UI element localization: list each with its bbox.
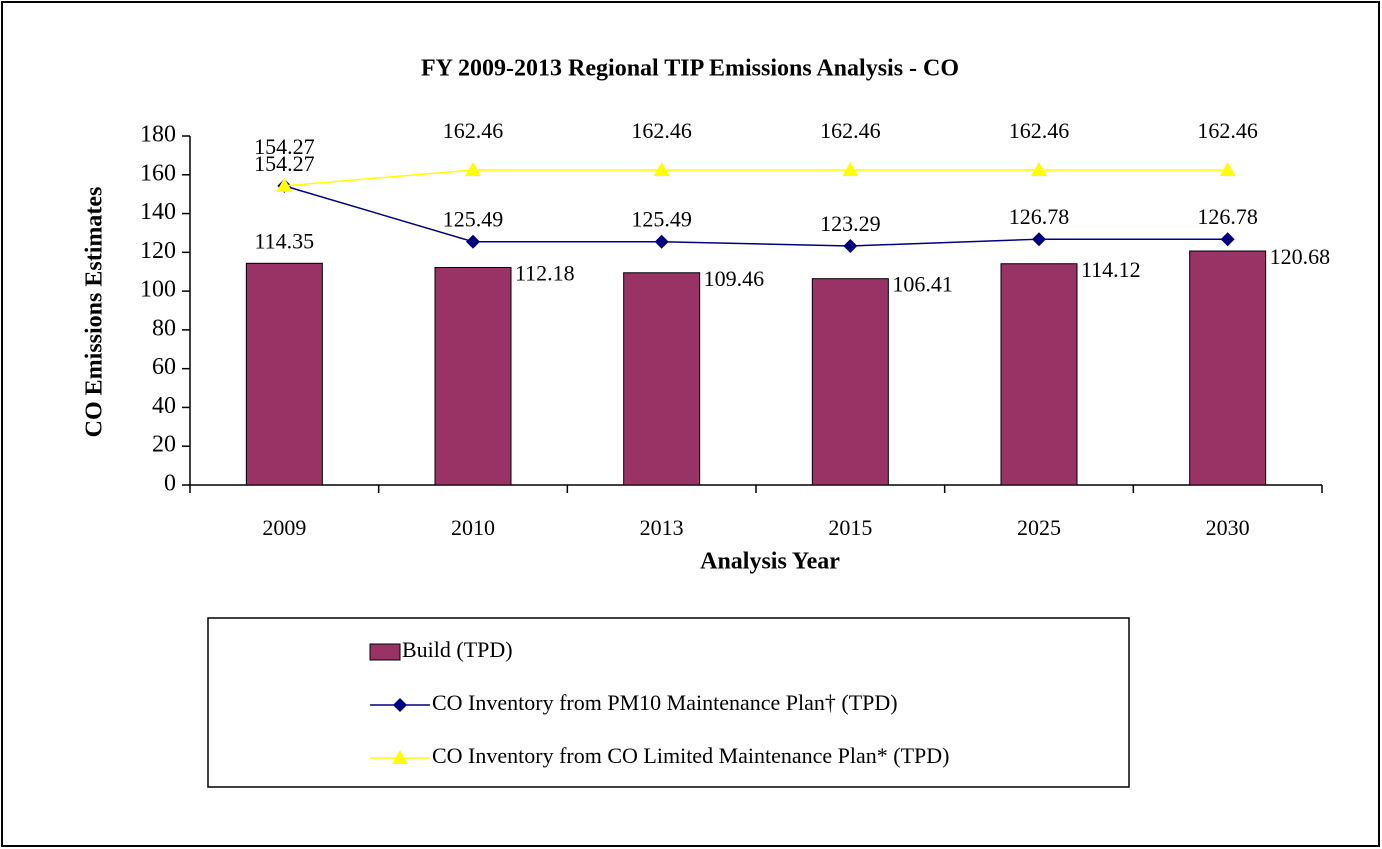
x-tick-label: 2030 xyxy=(1206,515,1250,540)
data-label: 162.46 xyxy=(1009,118,1070,143)
x-tick-label: 2015 xyxy=(828,515,872,540)
point xyxy=(653,162,670,177)
point xyxy=(1219,162,1236,177)
y-tick-label: 60 xyxy=(152,354,176,380)
data-label: 109.46 xyxy=(704,266,765,291)
data-label: 126.78 xyxy=(1009,204,1070,229)
data-label: 162.46 xyxy=(631,118,692,143)
legend-marker xyxy=(392,750,408,764)
legend-box xyxy=(207,617,1130,788)
y-tick-label: 140 xyxy=(140,199,176,225)
data-label: 126.78 xyxy=(1197,204,1258,229)
point xyxy=(276,177,293,192)
y-tick-label: 40 xyxy=(152,393,176,419)
bar xyxy=(434,266,512,486)
point xyxy=(654,234,669,249)
y-tick-label: 20 xyxy=(152,432,176,458)
data-label: 154.27 xyxy=(254,151,315,176)
bar xyxy=(1189,250,1267,486)
legend-marker xyxy=(393,698,407,712)
bar xyxy=(623,272,701,486)
data-label: 112.18 xyxy=(515,261,575,286)
data-label: 120.68 xyxy=(1270,244,1331,269)
legend-swatch xyxy=(369,643,401,661)
line xyxy=(284,169,1228,187)
x-tick-label: 2010 xyxy=(451,515,495,540)
data-label: 114.35 xyxy=(254,228,314,253)
y-tick-label: 160 xyxy=(140,160,176,186)
bar xyxy=(245,262,323,486)
line xyxy=(284,185,1228,247)
data-label: 106.41 xyxy=(892,272,953,297)
legend-label: Build (TPD) xyxy=(402,637,513,662)
legend-label: CO Inventory from PM10 Maintenance Plan†… xyxy=(432,690,898,715)
data-label: 123.29 xyxy=(820,211,881,236)
point xyxy=(842,162,859,177)
x-axis-title: Analysis Year xyxy=(700,549,840,575)
legend-label: CO Inventory from CO Limited Maintenance… xyxy=(432,743,950,768)
data-label: 114.12 xyxy=(1081,257,1141,282)
y-tick-label: 120 xyxy=(140,238,176,264)
chart-title: FY 2009-2013 Regional TIP Emissions Anal… xyxy=(421,56,959,82)
data-label: 162.46 xyxy=(443,118,504,143)
point xyxy=(1032,232,1046,247)
bar xyxy=(1000,263,1078,486)
point xyxy=(843,238,858,253)
data-label: 125.49 xyxy=(443,207,504,232)
x-tick-label: 2025 xyxy=(1017,515,1061,540)
data-label: 162.46 xyxy=(1197,118,1258,143)
x-tick-label: 2009 xyxy=(262,515,306,540)
point xyxy=(1220,232,1235,247)
x-tick-label: 2013 xyxy=(640,515,684,540)
y-tick-label: 0 xyxy=(164,471,176,497)
data-label: 154.27 xyxy=(254,134,315,159)
y-tick-label: 80 xyxy=(152,315,176,341)
point xyxy=(1031,162,1047,177)
bar xyxy=(811,278,889,486)
data-label: 162.46 xyxy=(820,118,881,143)
data-label: 125.49 xyxy=(631,207,692,232)
y-axis-title: CO Emissions Estimates xyxy=(82,187,108,438)
y-tick-label: 180 xyxy=(140,122,176,148)
point xyxy=(465,162,481,177)
y-tick-label: 100 xyxy=(140,277,176,303)
point xyxy=(466,234,480,249)
